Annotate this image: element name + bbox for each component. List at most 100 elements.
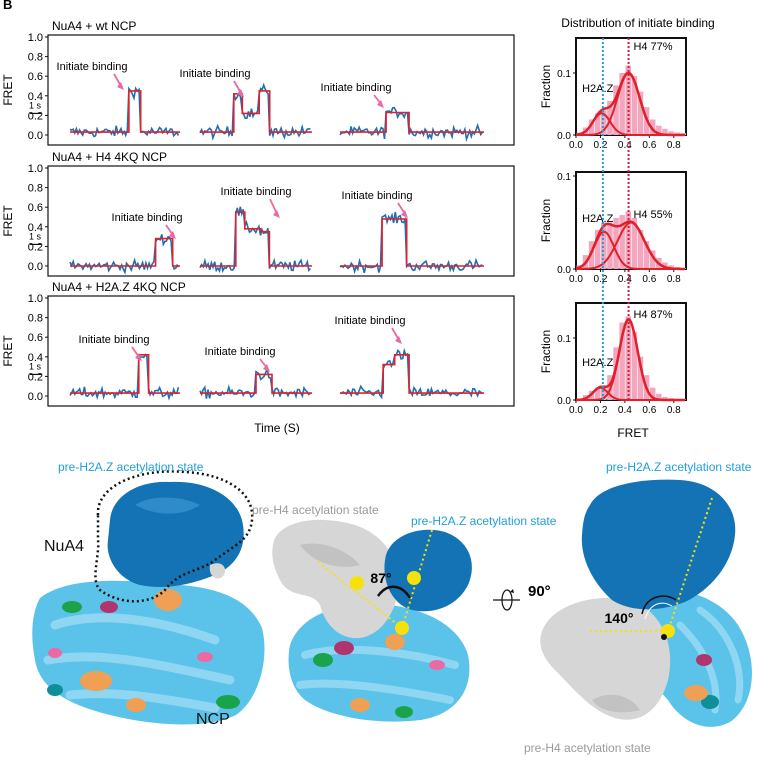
histogram-bar <box>625 211 631 269</box>
trace-panel-frame <box>47 34 515 146</box>
angle-arc-right <box>641 595 677 615</box>
nua4-density-right <box>581 479 736 610</box>
fret-trace-line <box>69 86 180 138</box>
fret-trace-panels: NuA4 + wt NCP FRET 0.0 0.2 0.4 0.6 0.8 1.0 1 s In… <box>1 19 515 407</box>
histogram-y-tick-label: 0.1 <box>557 334 571 345</box>
initiate-binding-arrowhead <box>273 210 280 218</box>
trace-panel-title: NuA4 + H2A.Z 4KQ NCP <box>52 280 186 294</box>
fret-step-fit-line <box>70 353 180 394</box>
fret-step-fit-line <box>200 373 312 394</box>
trace-y-tick-label: 1.0 <box>28 293 43 305</box>
histogram-y-tick-label: 0.1 <box>557 69 571 80</box>
initiate-binding-arrowhead <box>237 89 244 97</box>
h2az-peak-label: H2A.Z <box>582 357 613 369</box>
histogram-bar <box>594 113 601 135</box>
histogram-x-tick-label: 0.0 <box>569 405 583 416</box>
histogram-y-axis-label: Fraction <box>539 199 553 242</box>
histogram-bar <box>656 125 662 135</box>
label-pre-h4-middle: pre-H4 acetylation state <box>252 503 379 517</box>
initiate-binding-arrowhead <box>395 336 402 344</box>
histogram-bar <box>637 356 644 400</box>
trace-y-axis-label: FRET <box>1 74 15 106</box>
angle-label-140: 140° <box>605 610 634 626</box>
trace-y-tick-label: 0.2 <box>28 371 43 383</box>
panel-label: B <box>3 0 12 12</box>
histone-orange-left <box>154 589 182 611</box>
fret-trace-line <box>199 206 311 274</box>
fret-step-fit-line <box>340 111 484 133</box>
histone-green-left-2 <box>216 695 240 709</box>
histogram-bar <box>643 241 650 269</box>
initiate-binding-annotation: Initiate binding <box>79 334 150 346</box>
fret-step-fit-line <box>200 211 312 267</box>
trace-y-tick-label: 0.0 <box>28 130 43 142</box>
fret-trace-line <box>339 106 484 143</box>
gaussian-sum-curve <box>575 317 685 402</box>
trace-scale-bar-label: 1 s <box>29 231 42 241</box>
structure-right: 140° <box>540 479 752 727</box>
initiate-binding-annotation: Initiate binding <box>342 190 413 202</box>
fret-histograms: Fraction 0.0 0.2 0.4 0.6 0.8 0.0 0.1 H2A.Z H4 77%… <box>539 37 687 416</box>
initiate-binding-arrowhead <box>263 364 270 372</box>
trace-panel-frame <box>47 295 515 407</box>
histogram-bar <box>619 73 625 135</box>
histone-orange-middle-2 <box>350 698 370 712</box>
label-pre-h2az-left: pre-H2A.Z acetylation state <box>58 460 204 474</box>
histone-pink-middle <box>429 660 445 670</box>
histogram-x-tick-label: 0.0 <box>569 140 583 151</box>
axis-line-right-2 <box>667 497 713 632</box>
marker-dot-middle-1 <box>350 576 364 590</box>
trace-y-tick-label: 0.8 <box>28 52 43 64</box>
histone-orange-left-3 <box>126 698 146 712</box>
h4-peak-label: H4 55% <box>633 209 672 221</box>
h2az-peak-label: H2A.Z <box>582 213 613 225</box>
histogram-bar <box>631 217 638 269</box>
fret-step-fit-line <box>340 353 484 394</box>
histone-orange-left-2 <box>80 671 112 691</box>
fret-trace-line <box>339 211 483 275</box>
histogram-bar <box>601 222 607 269</box>
histogram-x-tick-label: 0.6 <box>642 140 656 151</box>
histogram-bar <box>588 119 595 135</box>
histogram-y-axis-label: Fraction <box>539 330 553 373</box>
structure-middle: 87° <box>272 519 472 722</box>
histogram-y-tick-label: 0.0 <box>557 131 571 142</box>
h4-density-right <box>540 597 671 720</box>
initiate-binding-arrowhead <box>377 100 384 108</box>
nua4-highlight-left <box>135 497 200 514</box>
trace-y-tick-label: 0.4 <box>28 352 43 364</box>
h4-peak-label: H4 87% <box>633 309 672 321</box>
fret-step-fit-line <box>200 90 312 133</box>
initiate-binding-arrowhead <box>117 82 124 90</box>
histogram-bar <box>613 347 619 400</box>
histogram-bar <box>613 85 619 135</box>
initiate-binding-annotation: Initiate binding <box>57 61 128 73</box>
label-pre-h4-right: pre-H4 acetylation state <box>524 741 651 755</box>
fret-trace-line <box>69 353 180 401</box>
histogram-bar <box>662 128 668 135</box>
histone-green-left <box>62 601 82 613</box>
h4-density-middle-shade <box>300 543 360 567</box>
histogram-bar <box>668 265 674 269</box>
trace-panel-frame <box>47 165 515 277</box>
angle-arc-middle <box>376 585 412 599</box>
histogram-bar <box>649 250 656 269</box>
histogram-bar <box>619 322 625 400</box>
trace-y-tick-label: 0.6 <box>28 202 43 214</box>
trace-y-tick-label: 0.8 <box>28 183 43 195</box>
histone-magenta-left <box>100 601 118 613</box>
histogram-bar <box>631 76 638 135</box>
nua4-density-middle <box>384 529 472 612</box>
initiate-binding-arrowhead <box>169 231 176 239</box>
marker-dot-right-2 <box>661 634 667 640</box>
histone-green-middle-2 <box>395 706 413 718</box>
histogram-y-tick-label: 0.0 <box>557 265 571 276</box>
initiate-binding-annotation: Initiate binding <box>112 212 183 224</box>
rotation-symbol: 90° <box>493 583 551 611</box>
h4-density-middle <box>272 519 399 639</box>
marker-dot-middle-3 <box>395 621 409 635</box>
histogram-bar <box>588 241 595 269</box>
trace-x-axis-label: Time (S) <box>254 421 300 435</box>
trace-y-tick-label: 0.2 <box>28 241 43 253</box>
